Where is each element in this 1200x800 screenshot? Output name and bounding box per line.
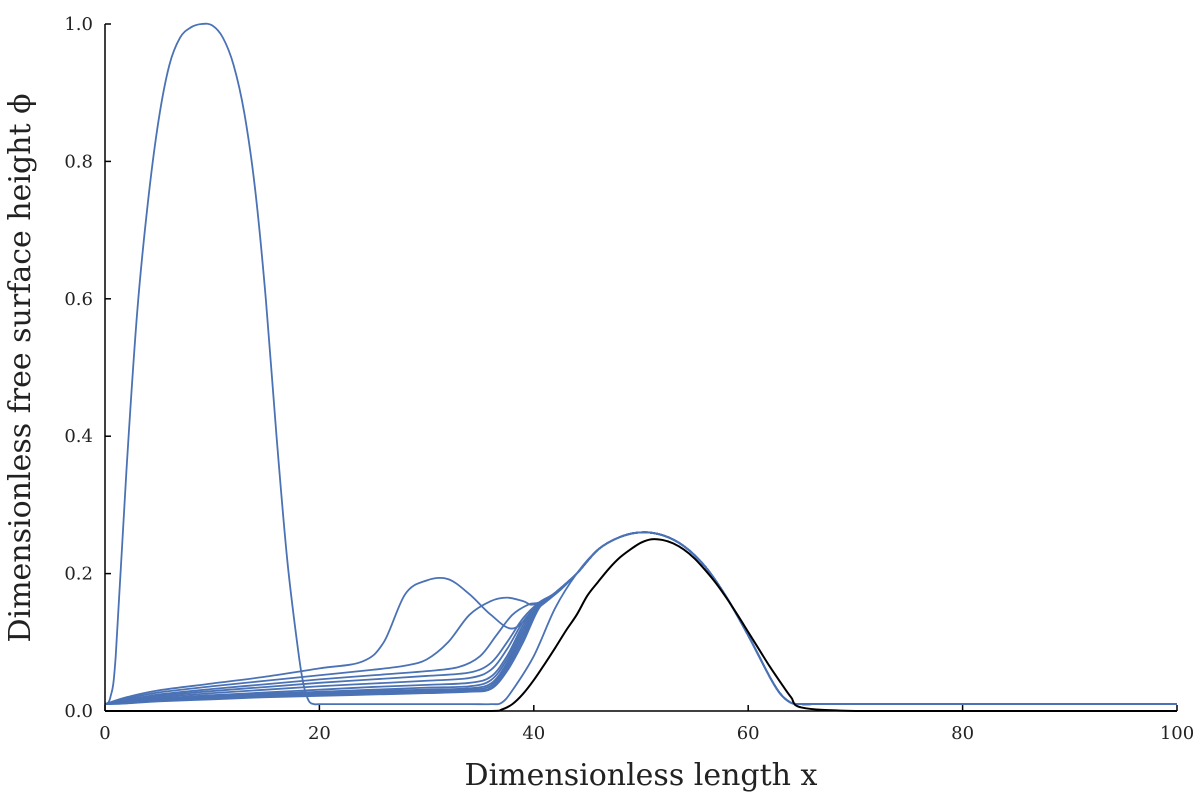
axes [104,24,1177,712]
y-tick-label: 0.6 [64,289,93,310]
y-tick-label: 0.8 [64,151,93,172]
series-line-1 [104,22,1177,706]
x-tick-label: 20 [308,723,331,744]
series-line-4 [104,531,1177,706]
series-line-7 [104,531,1177,706]
series-layer [104,22,1177,706]
x-tick-label: 60 [737,723,760,744]
series-line-11 [104,531,1177,706]
series-line-8 [104,531,1177,706]
y-tick-label: 0.2 [64,564,93,585]
y-tick-label: 0.4 [64,426,93,447]
series-line-6 [104,531,1177,706]
y-tick-label: 1.0 [64,14,93,35]
series-line-3 [104,531,1177,706]
x-tick-label: 80 [951,723,974,744]
y-tick-label: 0.0 [64,701,93,722]
series-line-9 [104,531,1177,706]
bed-layer [105,538,1177,713]
x-tick-label: 40 [522,723,545,744]
x-axis-title: Dimensionless length x [465,758,818,793]
bed-line [105,538,1177,713]
x-ticks: 0 20 40 60 80 100 [99,705,1194,744]
series-line-10 [104,531,1177,706]
series-line-5 [104,531,1177,706]
series-line-2 [104,531,1177,706]
y-ticks: 0.0 0.2 0.4 0.6 0.8 1.0 [64,14,111,722]
x-tick-label: 100 [1160,723,1194,744]
x-tick-label: 0 [99,723,110,744]
series-line-12 [104,531,1177,706]
y-axis-title: Dimensionless free surface height ϕ [3,93,38,642]
